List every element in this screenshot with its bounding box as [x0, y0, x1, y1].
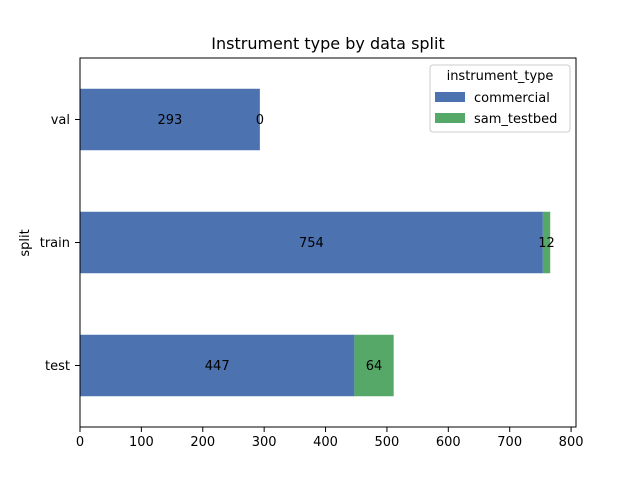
- x-tick-label: 500: [375, 435, 400, 450]
- legend-label-commercial: commercial: [474, 91, 550, 106]
- y-tick-label-test: test: [45, 359, 70, 374]
- y-tick-label-val: val: [51, 113, 70, 128]
- x-tick-label: 800: [559, 435, 584, 450]
- legend-swatch-commercial: [435, 92, 465, 102]
- bar-label-sam_testbed-val: 0: [256, 113, 264, 128]
- bar-sam_testbed-test: [354, 334, 394, 397]
- y-axis-ticks: test train val: [40, 113, 80, 374]
- x-tick-label: 300: [252, 435, 277, 450]
- legend-label-sam_testbed: sam_testbed: [474, 112, 557, 127]
- legend-items: commercial sam_testbed: [435, 91, 557, 127]
- x-tick-label: 0: [76, 435, 84, 450]
- legend: instrument_type commercial sam_testbed: [429, 64, 571, 133]
- bar-commercial-val: [80, 88, 260, 151]
- x-axis-ticks: 0 100 200 300 400 500 600 700 800: [76, 427, 584, 450]
- legend-swatch-sam_testbed: [435, 113, 465, 123]
- bar-commercial-train: [80, 211, 543, 274]
- bar-labels-layer: 447 754 293 64 12 0: [158, 113, 555, 374]
- x-tick-label: 100: [129, 435, 154, 450]
- legend-title: instrument_type: [447, 69, 554, 84]
- bars-layer: [80, 88, 551, 397]
- y-tick-label-train: train: [40, 236, 70, 251]
- bar-label-sam_testbed-train: 12: [538, 236, 555, 251]
- x-tick-label: 700: [497, 435, 522, 450]
- bar-label-commercial-test: 447: [205, 359, 230, 374]
- bar-label-sam_testbed-test: 64: [366, 359, 383, 374]
- chart-title: Instrument type by data split: [211, 34, 444, 53]
- bar-sam_testbed-train: [542, 211, 551, 274]
- bar-commercial-test: [80, 334, 355, 397]
- bar-label-commercial-val: 293: [158, 113, 183, 128]
- x-tick-label: 600: [436, 435, 461, 450]
- x-tick-label: 200: [190, 435, 215, 450]
- y-axis-label: split: [18, 229, 33, 256]
- x-tick-label: 400: [313, 435, 338, 450]
- bar-label-commercial-train: 754: [299, 236, 324, 251]
